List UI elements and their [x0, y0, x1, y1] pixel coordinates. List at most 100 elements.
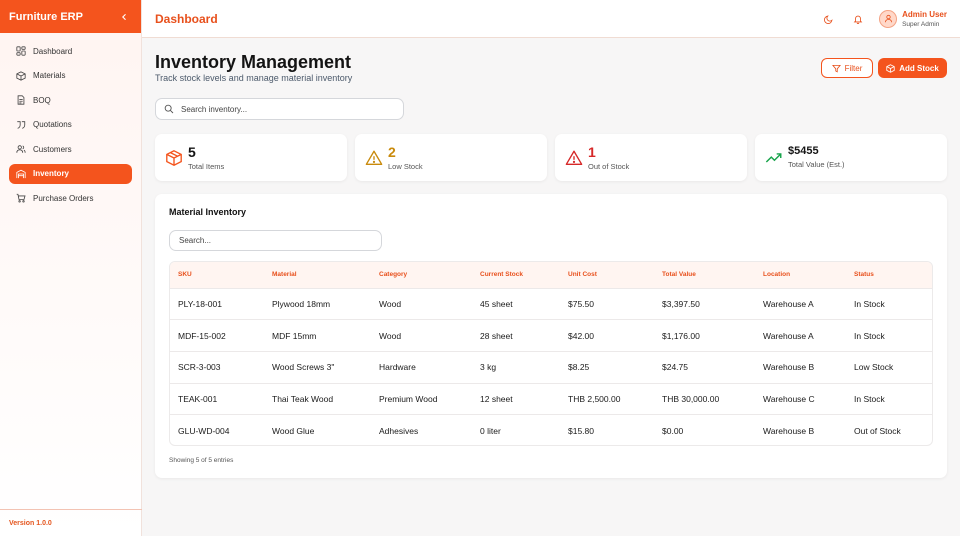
column-header[interactable]: Unit Cost	[568, 271, 597, 279]
unit-cost-cell: THB 2,500.00	[568, 393, 621, 404]
sku-cell: GLU-WD-004	[178, 425, 230, 436]
sidebar-nav: Dashboard Materials BOQ Quotations Custo…	[0, 33, 141, 221]
unit-cost-cell: $8.25	[568, 362, 590, 373]
stock-cell: 28 sheet	[480, 330, 513, 341]
stat-card-total-value: $5455 Total Value (Est.)	[755, 134, 947, 181]
column-header[interactable]: Category	[379, 271, 408, 279]
category-cell: Wood	[379, 298, 402, 309]
table-header-row: SKU Material Category Current Stock Unit…	[170, 262, 932, 288]
stat-card-total-items: 5 Total Items	[155, 134, 347, 181]
column-header[interactable]: Current Stock	[480, 271, 523, 279]
column-header[interactable]: Status	[854, 271, 874, 279]
stock-cell: 12 sheet	[480, 393, 513, 404]
stock-cell: 45 sheet	[480, 298, 513, 309]
stat-label: Total Items	[188, 161, 225, 171]
inventory-subtitle: Track stock levels and manage material i…	[155, 73, 353, 83]
inventory-search-input[interactable]	[181, 104, 395, 114]
sidebar-item-dashboard[interactable]: Dashboard	[9, 41, 132, 61]
status-cell: In Stock	[854, 393, 885, 404]
sku-cell: MDF-15-002	[178, 330, 226, 341]
stat-value: 2	[388, 143, 396, 160]
notifications-button[interactable]	[850, 11, 866, 27]
inventory-search-field[interactable]	[155, 98, 404, 120]
sku-cell: TEAK-001	[178, 393, 218, 404]
table-row[interactable]: PLY-18-001 Plywood 18mm Wood 45 sheet $7…	[170, 288, 932, 320]
unit-cost-cell: $75.50	[568, 298, 594, 309]
stat-label: Low Stock	[388, 161, 423, 171]
stats-row: 5 Total Items 2 Low Stock 1 Out of Stock…	[155, 134, 947, 181]
sidebar-item-label: Customers	[33, 144, 72, 154]
user-name: Admin User	[902, 9, 947, 19]
total-value-cell: $24.75	[662, 362, 688, 373]
search-icon	[164, 104, 174, 114]
material-cell: Wood Screws 3"	[272, 362, 335, 373]
user-icon	[884, 14, 892, 23]
sidebar-item-customers[interactable]: Customers	[9, 139, 132, 159]
status-cell: Low Stock	[854, 362, 894, 373]
card-title: Material Inventory	[169, 207, 247, 217]
table-search-input[interactable]	[179, 236, 372, 245]
unit-cost-cell: $15.80	[568, 425, 594, 436]
stat-card-low-stock: 2 Low Stock	[355, 134, 547, 181]
table-row[interactable]: GLU-WD-004 Wood Glue Adhesives 0 liter $…	[170, 414, 932, 445]
filter-icon	[831, 64, 841, 73]
unit-cost-cell: $42.00	[568, 330, 594, 341]
location-cell: Warehouse A	[763, 330, 814, 341]
table-row[interactable]: MDF-15-002 MDF 15mm Wood 28 sheet $42.00…	[170, 319, 932, 352]
table-row[interactable]: TEAK-001 Thai Teak Wood Premium Wood 12 …	[170, 383, 932, 415]
stat-card-out-of-stock: 1 Out of Stock	[555, 134, 747, 181]
inventory-table: SKU Material Category Current Stock Unit…	[169, 261, 933, 446]
sidebar-item-inventory[interactable]: Inventory	[9, 163, 132, 184]
document-icon	[15, 94, 27, 106]
category-cell: Adhesives	[379, 425, 419, 436]
moon-icon	[824, 15, 833, 24]
location-cell: Warehouse A	[763, 298, 814, 309]
table-row[interactable]: SCR-3-003 Wood Screws 3" Hardware 3 kg $…	[170, 351, 932, 383]
column-header[interactable]: SKU	[178, 271, 192, 279]
theme-toggle-button[interactable]	[821, 11, 837, 27]
trending-up-icon	[764, 148, 784, 168]
user-info[interactable]: Admin User Super Admin	[902, 10, 947, 28]
dashboard-icon	[15, 45, 27, 57]
stat-value: 5	[188, 143, 196, 160]
column-header[interactable]: Material	[272, 271, 297, 279]
brand-logo-text: Furniture ERP	[9, 10, 83, 23]
add-stock-label: Add Stock	[899, 63, 939, 73]
category-cell: Wood	[379, 330, 402, 341]
table-search-field[interactable]	[169, 230, 382, 251]
category-cell: Hardware	[379, 362, 416, 373]
category-cell: Premium Wood	[379, 393, 438, 404]
sidebar-item-label: BOQ	[33, 95, 51, 105]
sidebar-item-label: Inventory	[33, 169, 70, 178]
warning-icon	[364, 148, 384, 168]
package-icon	[886, 63, 895, 73]
location-cell: Warehouse B	[763, 425, 815, 436]
quote-icon	[15, 119, 27, 131]
filter-button-label: Filter	[844, 63, 863, 73]
status-cell: In Stock	[854, 330, 885, 341]
user-role: Super Admin	[902, 20, 940, 28]
total-value-cell: $0.00	[662, 425, 684, 436]
total-value-cell: $1,176.00	[662, 330, 700, 341]
collapse-sidebar-button[interactable]	[117, 10, 131, 24]
sidebar-item-materials[interactable]: Materials	[9, 66, 132, 86]
sidebar-item-boq[interactable]: BOQ	[9, 90, 132, 110]
material-cell: Thai Teak Wood	[272, 393, 334, 404]
sidebar-item-label: Purchase Orders	[33, 193, 94, 203]
box-icon	[15, 70, 27, 82]
sku-cell: SCR-3-003	[178, 362, 221, 373]
page-title: Dashboard	[155, 11, 218, 26]
material-cell: MDF 15mm	[272, 330, 317, 341]
avatar[interactable]	[879, 9, 898, 28]
stat-label: Out of Stock	[588, 161, 630, 171]
filter-button[interactable]: Filter	[821, 58, 873, 78]
stock-cell: 0 liter	[480, 425, 501, 436]
column-header[interactable]: Location	[763, 271, 791, 279]
sidebar-header: Furniture ERP	[0, 0, 141, 33]
sidebar-item-quotations[interactable]: Quotations	[9, 115, 132, 135]
column-header[interactable]: Total Value	[662, 271, 696, 279]
sidebar-item-purchase-orders[interactable]: Purchase Orders	[9, 188, 132, 208]
add-stock-button[interactable]: Add Stock	[878, 58, 947, 78]
users-icon	[15, 143, 27, 155]
bell-icon	[853, 15, 863, 24]
